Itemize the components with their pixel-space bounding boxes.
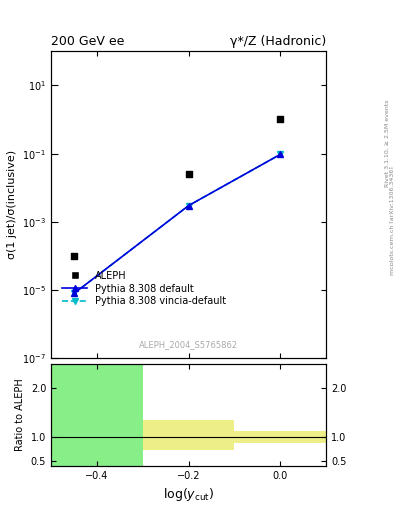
Pythia 8.308 default xyxy=(72,290,76,296)
Y-axis label: σ(1 jet)/σ(inclusive): σ(1 jet)/σ(inclusive) xyxy=(7,150,17,260)
Bar xyxy=(235,431,326,442)
Pythia 8.308 vincia-default xyxy=(186,203,191,209)
Pythia 8.308 vincia-default xyxy=(72,290,76,296)
Text: 200 GeV ee: 200 GeV ee xyxy=(51,35,125,48)
ALEPH xyxy=(185,170,192,178)
Bar xyxy=(235,434,326,439)
ALEPH xyxy=(277,115,283,123)
Y-axis label: Ratio to ALEPH: Ratio to ALEPH xyxy=(15,378,25,451)
Pythia 8.308 vincia-default xyxy=(278,151,283,157)
Text: γ*/Z (Hadronic): γ*/Z (Hadronic) xyxy=(230,35,326,48)
X-axis label: $\log(y_{\rm cut})$: $\log(y_{\rm cut})$ xyxy=(163,486,214,503)
Line: Pythia 8.308 vincia-default: Pythia 8.308 vincia-default xyxy=(70,151,284,297)
Text: mcplots.cern.ch [arXiv:1306.3436]: mcplots.cern.ch [arXiv:1306.3436] xyxy=(390,166,393,274)
Bar xyxy=(143,422,235,444)
Bar xyxy=(51,364,143,466)
Bar xyxy=(143,420,235,451)
Text: Rivet 3.1.10, ≥ 2.5M events: Rivet 3.1.10, ≥ 2.5M events xyxy=(385,100,389,187)
Pythia 8.308 default xyxy=(278,151,283,157)
Text: ALEPH_2004_S5765862: ALEPH_2004_S5765862 xyxy=(139,340,238,349)
Line: Pythia 8.308 default: Pythia 8.308 default xyxy=(70,151,284,297)
Pythia 8.308 default xyxy=(186,203,191,209)
ALEPH xyxy=(71,252,77,260)
Legend: ALEPH, Pythia 8.308 default, Pythia 8.308 vincia-default: ALEPH, Pythia 8.308 default, Pythia 8.30… xyxy=(59,267,230,310)
